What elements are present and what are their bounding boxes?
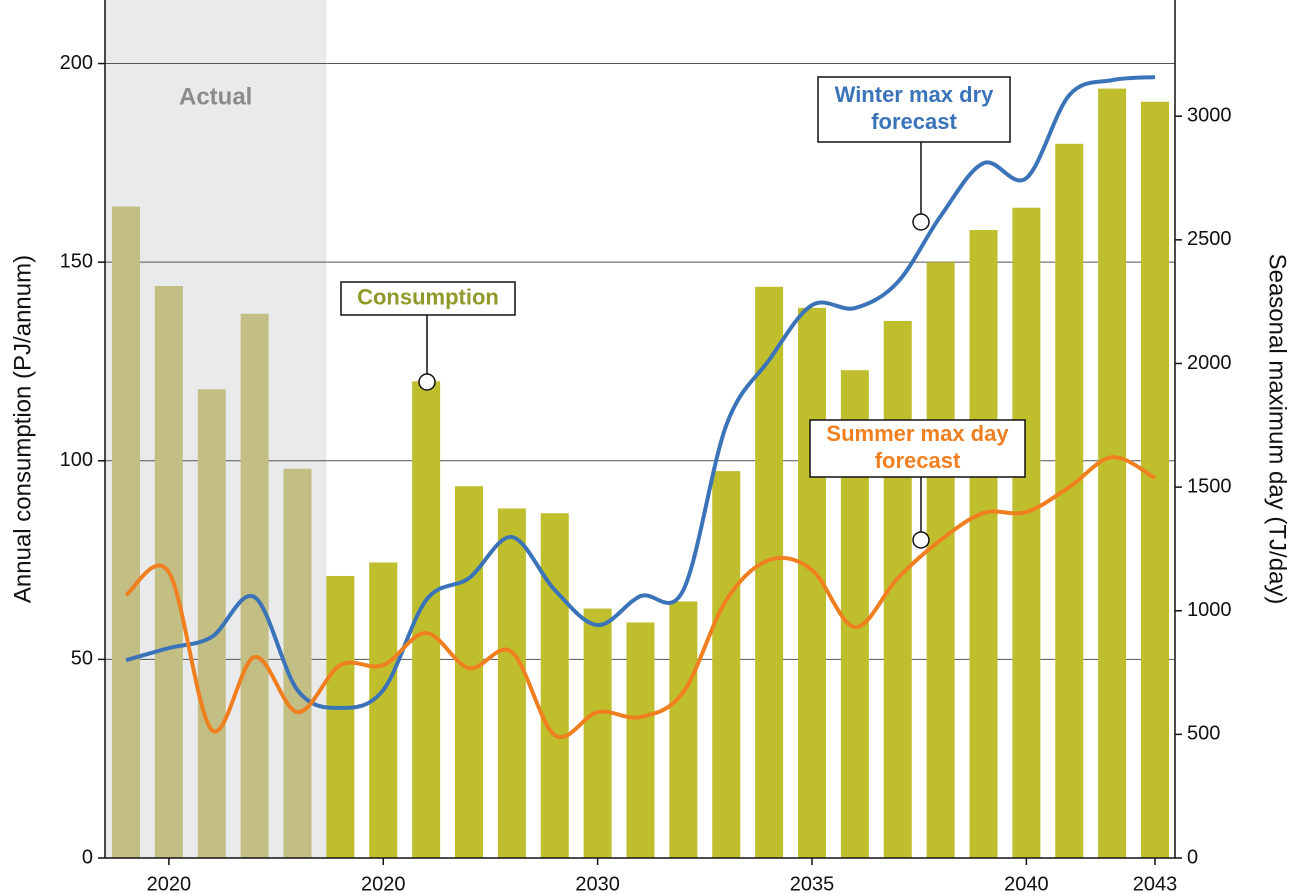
annotation-text: Consumption bbox=[357, 284, 499, 309]
bar bbox=[926, 262, 955, 859]
x-tick-label: 2040 bbox=[1004, 873, 1049, 894]
y2-tick-label: 3000 bbox=[1187, 104, 1232, 126]
y2-tick-label: 0 bbox=[1187, 846, 1198, 868]
bar bbox=[1098, 88, 1127, 858]
y-tick-label: 50 bbox=[71, 648, 93, 670]
bar bbox=[540, 513, 569, 858]
y-tick-label: 100 bbox=[60, 449, 93, 471]
bar bbox=[1141, 101, 1169, 858]
bar bbox=[1055, 143, 1084, 859]
y2-tick-label: 1500 bbox=[1187, 475, 1232, 497]
bar bbox=[369, 562, 398, 858]
bar bbox=[755, 286, 784, 858]
annotation-box bbox=[340, 281, 516, 316]
bar bbox=[497, 508, 526, 858]
y2-axis-label: Seasonal maximum day (TJ/day) bbox=[1264, 254, 1291, 605]
annotation-box bbox=[817, 76, 1011, 143]
y-axis-label: Annual consumption (PJ/annum) bbox=[9, 255, 36, 603]
line bbox=[124, 455, 1156, 740]
x-tick-label: 2020 bbox=[361, 873, 406, 894]
bar bbox=[197, 389, 226, 858]
region-label: Actual bbox=[179, 83, 252, 110]
bar bbox=[326, 575, 355, 858]
x-tick-label: 2043 bbox=[1133, 873, 1178, 894]
line bbox=[125, 75, 1156, 710]
annotation-box bbox=[809, 419, 1026, 478]
annotation-marker bbox=[912, 213, 930, 231]
y2-tick-label: 2000 bbox=[1187, 352, 1232, 374]
annotation-text: Winter max dry bbox=[835, 82, 995, 107]
annotation-text: forecast bbox=[871, 109, 957, 134]
y2-tick-label: 1000 bbox=[1187, 599, 1232, 621]
y-tick-label: 150 bbox=[60, 250, 93, 272]
y2-tick-label: 2500 bbox=[1187, 228, 1232, 250]
y-tick-label: 200 bbox=[60, 52, 93, 74]
bar bbox=[969, 229, 998, 858]
annotation-marker bbox=[912, 531, 930, 549]
bar bbox=[626, 622, 655, 858]
x-tick-label: 2020 bbox=[147, 873, 192, 894]
y2-tick-label: 500 bbox=[1187, 723, 1220, 745]
annotation-text: Summer max day bbox=[826, 421, 1009, 446]
x-tick-label: 2035 bbox=[790, 873, 835, 894]
y-tick-label: 0 bbox=[82, 846, 93, 868]
annotation-text: forecast bbox=[875, 448, 961, 473]
annotation-marker bbox=[418, 373, 436, 391]
bar bbox=[712, 471, 741, 858]
bar bbox=[669, 601, 698, 858]
x-tick-label: 2030 bbox=[575, 873, 620, 894]
bar bbox=[112, 206, 140, 859]
bar bbox=[240, 313, 269, 858]
bar bbox=[583, 608, 612, 858]
bar bbox=[1012, 207, 1041, 859]
bar bbox=[283, 468, 312, 858]
bar bbox=[455, 486, 483, 858]
